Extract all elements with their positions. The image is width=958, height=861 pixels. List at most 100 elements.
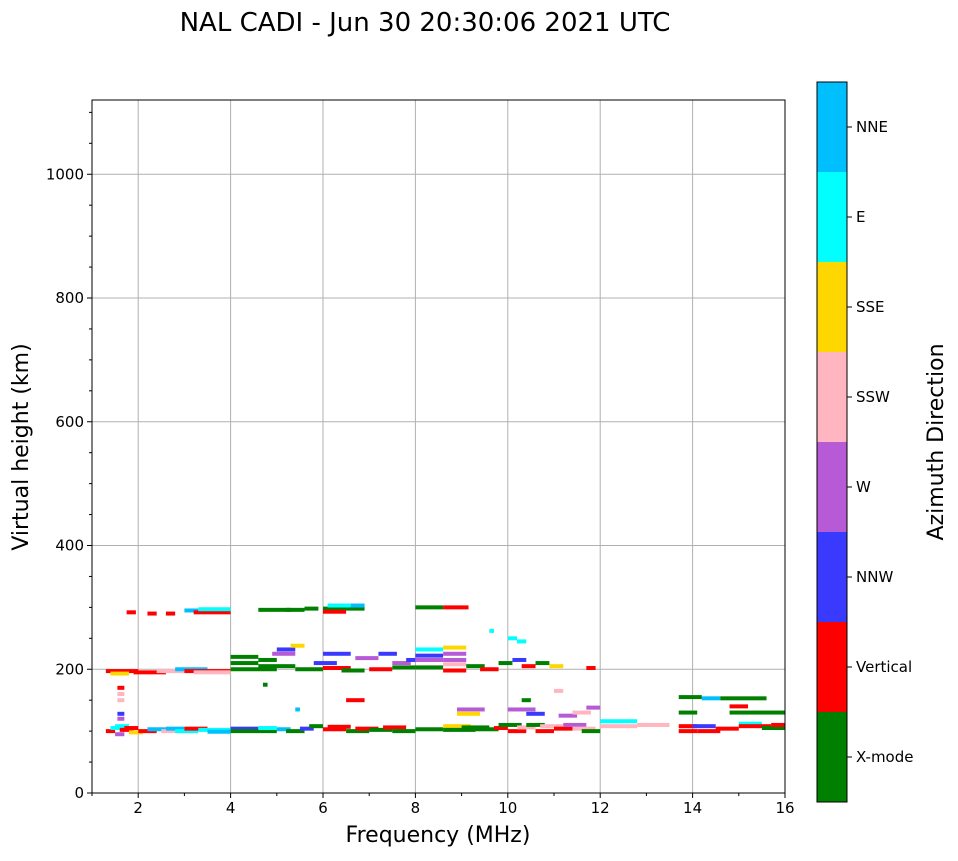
echo-segment-x-mode <box>258 607 291 612</box>
echo-segment-e <box>507 636 518 641</box>
echo-segment-vertical <box>443 605 469 610</box>
echo-segment-x-mode <box>286 729 305 734</box>
echo-segment-e <box>327 603 351 608</box>
echo-segment-x-mode <box>521 698 531 703</box>
echo-segment-sse <box>549 664 564 669</box>
colorbar-swatch-x-mode <box>817 712 847 802</box>
echo-segment-e <box>175 729 199 734</box>
echo-segment-nnw <box>117 711 125 716</box>
echo-segment-nnw <box>692 724 716 729</box>
x-tick-label: 2 <box>133 799 143 817</box>
colorbar-label-nnw: NNW <box>856 568 893 586</box>
echo-segment-vertical <box>105 729 116 734</box>
echo-segment-vertical <box>346 698 365 703</box>
echo-segment-nnw <box>313 661 337 666</box>
y-tick-label: 400 <box>55 537 84 555</box>
echo-segment-vertical <box>147 611 157 616</box>
echo-segment-nnw <box>512 657 527 662</box>
echo-segment-w <box>115 732 125 737</box>
y-tick-label: 600 <box>55 413 84 431</box>
echo-segment-x-mode <box>415 605 444 610</box>
colorbar-label-vertical: Vertical <box>856 658 912 676</box>
echo-segment-vertical <box>729 704 749 709</box>
echo-segment-e <box>738 721 762 726</box>
echo-segment-vertical <box>184 726 208 731</box>
echo-segment-nnw <box>276 647 296 652</box>
echo-segment-e <box>115 724 129 729</box>
echo-segment-e <box>517 639 527 644</box>
echo-segment-vertical <box>369 667 393 672</box>
echo-segment-x-mode <box>415 727 444 732</box>
echo-segment-nne <box>350 603 365 608</box>
echo-segment-vertical <box>480 667 499 672</box>
colorbar-swatch-nne <box>817 82 847 172</box>
echo-segment-x-mode <box>475 727 499 732</box>
echo-segment-x-mode <box>323 606 365 611</box>
echo-segment-x-mode <box>346 729 370 734</box>
echo-segment-nne <box>147 727 166 732</box>
echo-segment-w <box>586 705 601 710</box>
echo-segment-ssw <box>117 698 125 703</box>
echo-segment-ssw <box>117 692 125 696</box>
echo-segment-sse <box>443 645 467 650</box>
echo-segment-x-mode <box>678 695 702 700</box>
echo-segment-nnw <box>526 711 545 716</box>
echo-segment-x-mode <box>498 722 522 727</box>
x-tick-label: 6 <box>318 799 328 817</box>
echo-segment-x-mode <box>729 710 785 715</box>
echo-segment-x-mode <box>415 665 444 670</box>
echo-segment-ssw <box>637 722 670 727</box>
echo-segment-ssw <box>443 662 467 667</box>
echo-segment-vertical <box>117 685 125 690</box>
echo-segment-x-mode <box>526 722 545 727</box>
echo-segment-sse <box>110 671 129 676</box>
echo-segment-x-mode <box>230 654 259 659</box>
echo-segment-vertical <box>124 726 139 731</box>
echo-segment-sse <box>443 724 471 729</box>
echo-segment-vertical <box>493 726 508 731</box>
echo-segment-nnw <box>378 651 397 656</box>
echo-segment-e <box>600 719 638 724</box>
colorbar: X-mode Vertical NNW W SSW SSE E NNE <box>816 81 913 803</box>
echo-segment-w <box>456 707 485 712</box>
echo-segment-x-mode <box>761 726 785 731</box>
echo-segment-vertical <box>535 729 554 734</box>
colorbar-swatch-ssw <box>817 352 847 442</box>
echo-segment-x-mode <box>341 668 365 673</box>
echo-segment-ssw <box>156 669 185 674</box>
echo-segment-x-mode <box>286 607 305 612</box>
colorbar-label-x-mode: X-mode <box>856 748 913 766</box>
echo-segment-x-mode <box>295 667 323 672</box>
y-tick-label: 800 <box>55 289 84 307</box>
echo-segment-vertical <box>586 666 596 671</box>
echo-segment-ssw <box>193 670 231 675</box>
echo-segment-w <box>443 657 467 662</box>
colorbar-swatch-e <box>817 172 847 262</box>
echo-segment-vertical <box>443 668 467 673</box>
echo-segment-vertical <box>165 611 176 616</box>
echo-segment-vertical <box>521 664 536 669</box>
x-tick-label: 12 <box>591 799 610 817</box>
echo-segment-vertical <box>323 609 347 614</box>
x-tick-label: 16 <box>775 799 794 817</box>
echo-segment-w <box>563 722 587 727</box>
echo-segment-x-mode <box>678 710 698 715</box>
echo-segment-vertical <box>323 727 347 732</box>
x-tick-label: 4 <box>226 799 236 817</box>
colorbar-label: Azimuth Direction <box>924 343 949 540</box>
echo-segment-nne <box>701 696 721 701</box>
echo-segment-w <box>443 651 467 656</box>
y-tick-label: 1000 <box>46 165 84 183</box>
colorbar-label-sse: SSE <box>856 298 885 316</box>
plot-frame <box>91 99 786 794</box>
x-axis-label: Frequency (MHz) <box>346 823 531 848</box>
echo-segment-x-mode <box>230 667 277 672</box>
echo-segment-w <box>507 707 536 712</box>
echo-segment-x-mode <box>304 606 319 611</box>
echo-segment-ssw <box>540 724 564 729</box>
echo-segment-e <box>489 628 494 633</box>
y-tick-label: 0 <box>74 784 84 802</box>
echo-segment-w <box>355 656 379 661</box>
